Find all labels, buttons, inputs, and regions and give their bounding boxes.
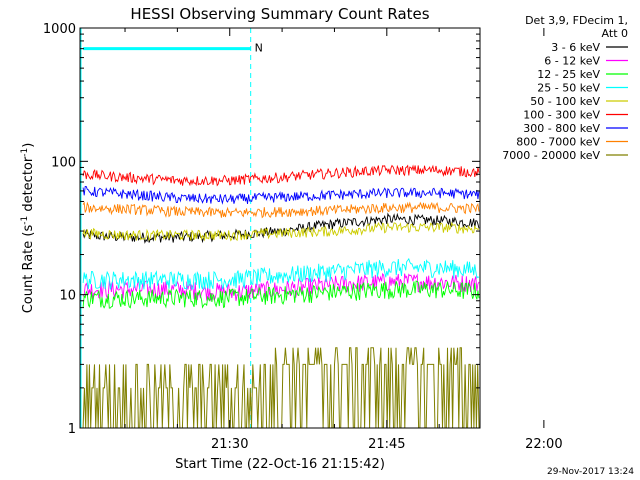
legend-item-label: 800 - 7000 keV — [516, 136, 600, 149]
legend-header-line-2: Att 0 — [602, 27, 628, 40]
y-axis-label: Count Rate (s-1 detector-1) — [20, 143, 36, 314]
series-line — [82, 280, 480, 309]
legend-item-label: 6 - 12 keV — [544, 55, 600, 68]
y-tick-label: 1 — [68, 422, 76, 437]
series-line — [82, 212, 480, 244]
plot-frame — [79, 27, 481, 429]
y-axis-label-sup-1: -1 — [20, 216, 30, 225]
legend-item-label: 50 - 100 keV — [530, 95, 600, 108]
series-line — [82, 347, 480, 429]
footer-timestamp: 29-Nov-2017 13:24 — [547, 467, 634, 477]
x-tick-label: 21:30 — [211, 437, 248, 452]
legend-item-label: 3 - 6 keV — [551, 41, 600, 54]
y-axis-label-part-1: Count Rate (s — [21, 225, 36, 314]
chart-title: HESSI Observing Summary Count Rates — [130, 5, 429, 23]
legend-header-line-1: Det 3,9, FDecim 1, — [525, 14, 628, 27]
legend-item-label: 7000 - 20000 keV — [502, 149, 600, 162]
series-layer — [82, 164, 480, 429]
series-line — [82, 221, 480, 242]
x-axis-label: Start Time (22-Oct-16 21:15:42) — [175, 457, 385, 472]
series-line — [82, 272, 480, 302]
x-tick-label: 22:00 — [525, 437, 562, 452]
legend-item-label: 100 - 300 keV — [523, 109, 600, 122]
y-tick-label: 10 — [59, 289, 76, 304]
y-axis-label-part-3: ) — [21, 143, 36, 148]
y-tick-label: 1000 — [43, 22, 76, 37]
x-tick-label: 21:45 — [368, 437, 405, 452]
legend-item-label: 25 - 50 keV — [537, 82, 600, 95]
series-line — [82, 201, 480, 219]
series-line — [82, 186, 480, 205]
y-axis-label-sup-2: -1 — [20, 148, 30, 157]
y-tick-label: 100 — [51, 155, 76, 170]
marker-label: N — [255, 42, 263, 55]
series-line — [82, 257, 480, 290]
markers-layer: NS — [80, 28, 263, 428]
y-axis-label-part-2: detector — [21, 156, 36, 216]
legend-item-label: 300 - 800 keV — [523, 122, 600, 135]
plot-area: NS 21:3021:4522:0022:1522:3022:451101001… — [43, 22, 563, 452]
series-line — [82, 164, 480, 187]
legend-item-label: 12 - 25 keV — [537, 68, 600, 81]
